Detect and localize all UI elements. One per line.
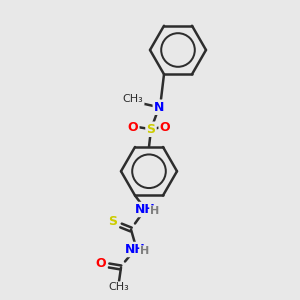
Text: H: H bbox=[140, 247, 150, 256]
Text: O: O bbox=[160, 121, 170, 134]
Text: CH₃: CH₃ bbox=[123, 94, 143, 104]
Text: O: O bbox=[96, 257, 106, 270]
Text: CH₃: CH₃ bbox=[109, 283, 129, 292]
Text: N: N bbox=[154, 101, 164, 114]
Text: S: S bbox=[146, 123, 155, 136]
Text: NH: NH bbox=[135, 203, 155, 216]
Text: H: H bbox=[150, 206, 160, 217]
Text: O: O bbox=[128, 121, 138, 134]
Text: NH: NH bbox=[124, 243, 146, 256]
Text: S: S bbox=[109, 215, 118, 228]
